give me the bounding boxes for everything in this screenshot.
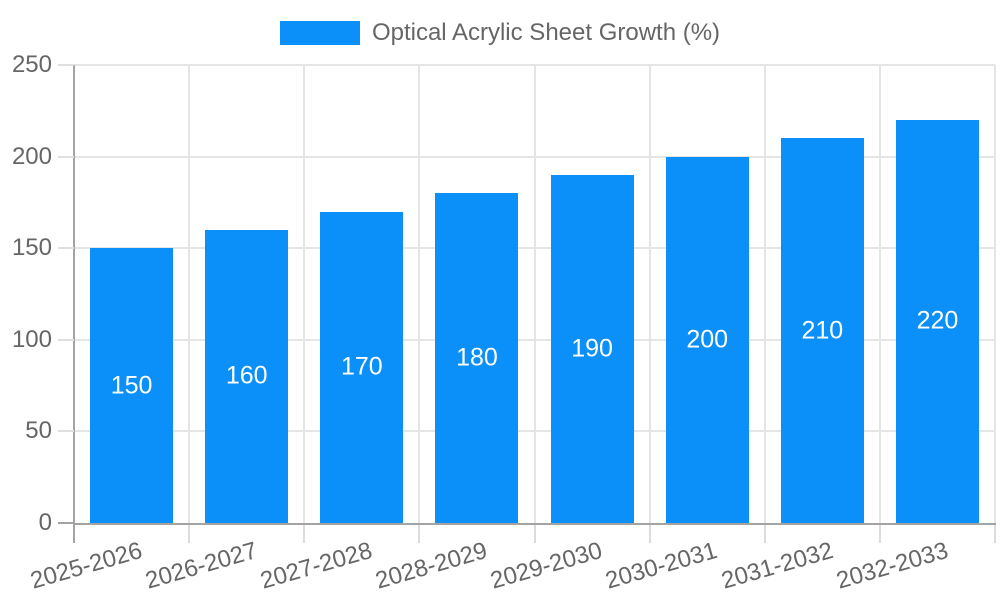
bar-value-label: 220 <box>916 306 959 335</box>
legend-swatch <box>279 21 360 45</box>
x-axis-label: 2029-2030 <box>487 537 606 595</box>
x-axis-tick <box>303 525 306 543</box>
y-axis-label: 50 <box>25 417 52 445</box>
y-axis-line <box>73 65 75 525</box>
x-axis-label: 2032-2033 <box>833 537 951 595</box>
x-axis-tick <box>533 525 536 543</box>
bar-value-label: 170 <box>340 352 383 381</box>
x-axis-label: 2026-2027 <box>142 537 261 595</box>
bar-2028-2029[interactable] <box>435 193 519 523</box>
bar-2030-2031[interactable] <box>665 156 749 523</box>
bar-2031-2032[interactable] <box>780 138 864 523</box>
bar-2029-2030[interactable] <box>550 174 634 523</box>
bar-value-label: 150 <box>110 371 153 400</box>
v-gridline <box>533 65 536 523</box>
x-axis-tick <box>994 525 996 543</box>
x-axis-label: 2031-2032 <box>717 537 836 595</box>
x-axis-tick <box>418 525 421 543</box>
y-axis-tick <box>58 522 74 524</box>
y-axis-tick <box>58 338 74 341</box>
v-gridline <box>188 65 191 523</box>
v-gridline <box>763 65 766 523</box>
bar-2025-2026[interactable] <box>90 248 174 523</box>
y-axis-label: 150 <box>11 234 52 262</box>
v-gridline <box>303 65 306 523</box>
bar-value-label: 200 <box>686 325 729 354</box>
y-axis-tick <box>58 155 74 158</box>
bar-value-label: 210 <box>801 316 844 345</box>
bar-2032-2033[interactable] <box>895 119 979 523</box>
legend-label: Optical Acrylic Sheet Growth (%) <box>371 19 721 46</box>
plot-area <box>74 64 996 523</box>
bar-2026-2027[interactable] <box>205 229 289 523</box>
y-axis-tick <box>58 247 74 250</box>
v-gridline <box>994 65 996 523</box>
x-axis-tick <box>648 525 651 543</box>
y-axis-tick <box>58 64 74 66</box>
x-axis-tick <box>188 525 191 543</box>
x-axis-tick <box>763 525 766 543</box>
y-axis-label: 100 <box>11 325 52 353</box>
x-axis-tick <box>73 525 75 543</box>
y-axis-label: 250 <box>11 51 52 78</box>
x-axis-tick <box>878 525 881 543</box>
bars-layer: 150 160 170 180 190 200 210 220 <box>74 65 995 523</box>
y-axis-label: 200 <box>11 142 52 170</box>
bar-value-label: 190 <box>571 334 613 363</box>
legend-item[interactable]: Optical Acrylic Sheet Growth (%) <box>0 20 1000 46</box>
v-gridline <box>648 65 651 523</box>
x-axis-label: 2025-2026 <box>27 537 146 595</box>
v-gridline <box>878 65 881 523</box>
x-axis-label: 2027-2028 <box>257 537 376 595</box>
bar-2027-2028[interactable] <box>320 211 404 523</box>
y-axis-tick <box>58 430 74 433</box>
x-axis-label: 2028-2029 <box>372 537 491 595</box>
bar-value-label: 180 <box>456 343 498 372</box>
x-axis-line <box>73 523 996 525</box>
y-axis-label: 0 <box>38 509 52 536</box>
x-axis-label: 2030-2031 <box>602 537 721 595</box>
v-gridline <box>418 65 421 523</box>
bar-value-label: 160 <box>225 361 268 390</box>
